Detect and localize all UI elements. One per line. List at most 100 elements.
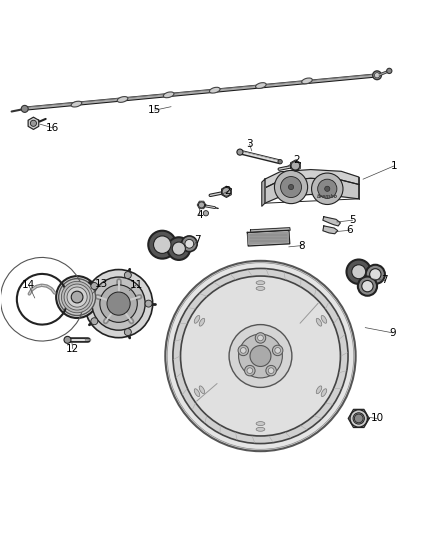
Ellipse shape	[163, 92, 174, 98]
Circle shape	[362, 280, 373, 292]
Text: 2: 2	[224, 187, 231, 196]
Circle shape	[67, 287, 87, 307]
Circle shape	[198, 202, 205, 208]
Circle shape	[64, 336, 71, 343]
Circle shape	[387, 68, 392, 74]
Circle shape	[91, 282, 98, 289]
Circle shape	[30, 120, 36, 126]
Circle shape	[239, 334, 283, 378]
Ellipse shape	[194, 389, 200, 397]
Circle shape	[240, 348, 246, 353]
Circle shape	[124, 329, 131, 336]
Text: 3: 3	[246, 139, 253, 149]
Circle shape	[145, 300, 152, 307]
Circle shape	[258, 335, 263, 341]
Text: 7: 7	[194, 235, 201, 245]
Circle shape	[124, 272, 131, 279]
Ellipse shape	[256, 281, 265, 285]
Text: 1: 1	[390, 161, 397, 171]
Ellipse shape	[199, 386, 205, 394]
Circle shape	[247, 368, 253, 374]
Circle shape	[173, 269, 348, 443]
Circle shape	[272, 345, 283, 356]
Circle shape	[211, 306, 310, 406]
Circle shape	[278, 159, 283, 164]
Circle shape	[61, 281, 93, 313]
Polygon shape	[265, 179, 359, 203]
Circle shape	[311, 173, 343, 205]
Ellipse shape	[302, 78, 312, 84]
Text: 4: 4	[197, 210, 203, 220]
Circle shape	[268, 368, 274, 374]
Circle shape	[107, 292, 130, 315]
Ellipse shape	[316, 386, 322, 394]
Text: 12: 12	[66, 344, 79, 353]
Circle shape	[91, 318, 98, 325]
Text: 13: 13	[95, 279, 108, 289]
Circle shape	[85, 270, 152, 338]
Text: 7: 7	[381, 276, 388, 286]
Circle shape	[222, 188, 231, 196]
Text: 2: 2	[293, 155, 300, 165]
Circle shape	[180, 276, 340, 436]
Circle shape	[373, 71, 381, 79]
Ellipse shape	[71, 101, 82, 107]
Ellipse shape	[256, 286, 265, 290]
Circle shape	[165, 261, 356, 451]
Ellipse shape	[256, 422, 265, 425]
Text: brembo: brembo	[317, 194, 338, 199]
Circle shape	[100, 285, 137, 322]
Circle shape	[148, 231, 176, 259]
Circle shape	[374, 72, 380, 78]
Circle shape	[250, 345, 271, 367]
Ellipse shape	[321, 389, 327, 397]
Text: 10: 10	[371, 414, 384, 423]
Text: 8: 8	[299, 240, 305, 251]
Text: 15: 15	[148, 105, 162, 115]
Ellipse shape	[117, 96, 128, 102]
Circle shape	[237, 149, 243, 155]
Circle shape	[353, 413, 364, 424]
Circle shape	[325, 186, 330, 191]
Ellipse shape	[194, 316, 200, 324]
Circle shape	[352, 265, 366, 279]
Circle shape	[203, 211, 208, 216]
Text: 6: 6	[346, 225, 353, 235]
Circle shape	[64, 284, 90, 310]
Polygon shape	[323, 217, 340, 226]
Polygon shape	[348, 409, 369, 427]
Circle shape	[275, 348, 280, 353]
Circle shape	[71, 291, 83, 303]
Circle shape	[229, 325, 292, 387]
Circle shape	[266, 366, 276, 376]
Circle shape	[318, 179, 337, 198]
Circle shape	[275, 171, 307, 204]
Ellipse shape	[321, 316, 327, 324]
Circle shape	[87, 339, 89, 341]
Circle shape	[281, 176, 301, 198]
Ellipse shape	[256, 427, 265, 431]
Polygon shape	[28, 117, 39, 130]
Circle shape	[350, 410, 367, 427]
Circle shape	[21, 106, 28, 112]
Text: 14: 14	[22, 280, 35, 290]
Ellipse shape	[199, 318, 205, 326]
Polygon shape	[248, 232, 288, 244]
Circle shape	[288, 184, 293, 190]
Polygon shape	[265, 169, 359, 188]
Circle shape	[255, 333, 266, 343]
Circle shape	[167, 237, 190, 260]
Circle shape	[92, 277, 145, 330]
Circle shape	[172, 242, 185, 255]
Circle shape	[85, 339, 87, 341]
Circle shape	[181, 236, 197, 252]
Text: 9: 9	[389, 328, 396, 338]
Polygon shape	[251, 228, 290, 232]
Circle shape	[203, 299, 318, 413]
Circle shape	[153, 236, 171, 253]
Circle shape	[244, 366, 255, 376]
Polygon shape	[323, 226, 338, 234]
Text: 16: 16	[46, 123, 59, 133]
Ellipse shape	[316, 318, 322, 326]
Polygon shape	[247, 230, 290, 246]
